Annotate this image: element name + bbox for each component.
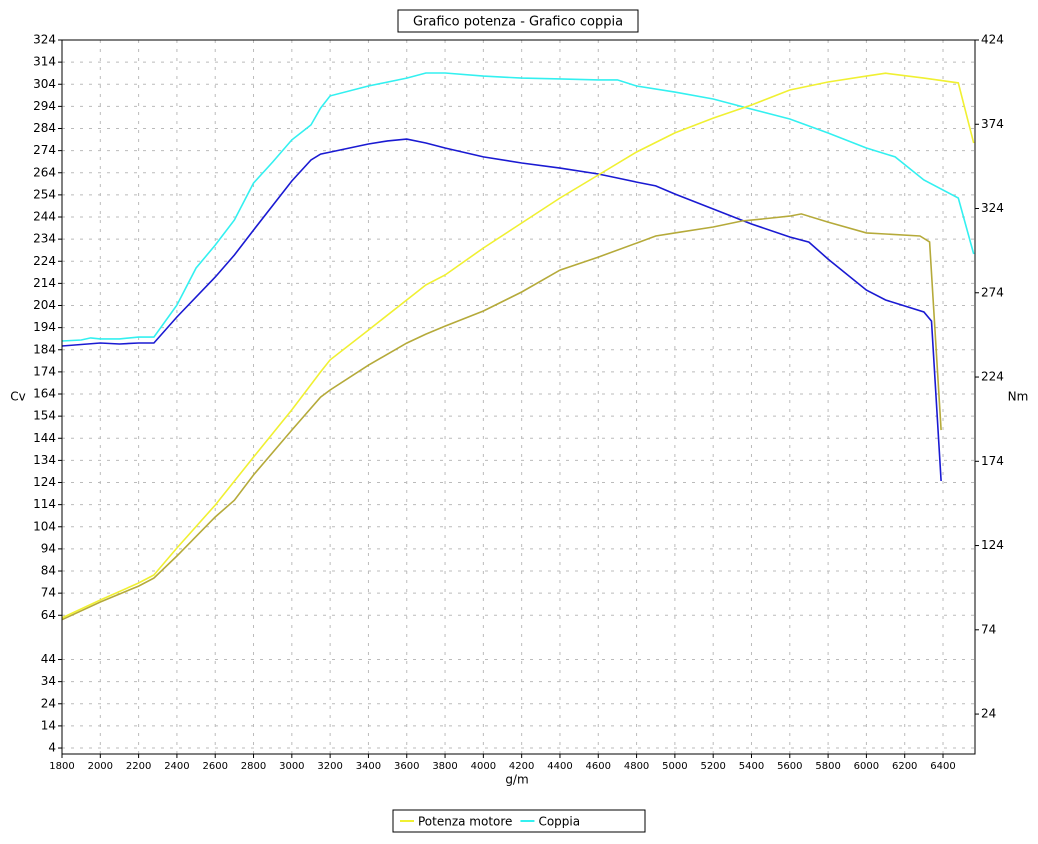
y-tick-label: 34	[41, 674, 56, 688]
x-tick-label: 2800	[241, 761, 266, 772]
y-tick-label: 164	[33, 387, 56, 401]
y-tick-label: 4	[48, 741, 56, 755]
y-tick-label: 14	[41, 718, 56, 732]
x-tick-label: 1800	[49, 761, 74, 772]
ticks: 1800 2000 2200 2400 2600 2800 3000 3200 3400 3600…	[33, 33, 1004, 773]
y-tick-label: 134	[33, 453, 56, 467]
y-tick-label: 214	[33, 276, 56, 290]
y-tick-label: 234	[33, 232, 56, 246]
x-tick-label: 4200	[509, 761, 534, 772]
chart-title: Grafico potenza - Grafico coppia	[413, 15, 623, 30]
x-tick-label: 3000	[279, 761, 304, 772]
y-tick-label: 244	[33, 210, 56, 224]
y2-tick-label: 374	[981, 117, 1004, 131]
y2-tick-label: 274	[981, 285, 1004, 299]
legend-label: Coppia	[538, 815, 580, 829]
y-tick-label: 264	[33, 165, 56, 179]
y-tick-label: 74	[41, 586, 56, 600]
series-group	[61, 72, 975, 621]
y2-tick-label: 124	[981, 538, 1004, 552]
y-tick-label: 124	[33, 475, 56, 489]
y2-axis-label: Nm	[1008, 390, 1029, 404]
x-tick-label: 5400	[739, 761, 764, 772]
plot-frame	[61, 39, 976, 755]
y2-tick-label: 174	[981, 454, 1004, 468]
y-tick-label: 224	[33, 254, 56, 268]
y-axis-label: Cv	[10, 390, 25, 404]
x-tick-label: 4000	[471, 761, 496, 772]
legend-label: Potenza motore	[418, 815, 512, 829]
x-tick-label: 2400	[164, 761, 189, 772]
x-tick-label: 6200	[892, 761, 917, 772]
x-tick-label: 5600	[777, 761, 802, 772]
x-tick-label: 3600	[394, 761, 419, 772]
x-tick-label: 5800	[815, 761, 840, 772]
x-tick-label: 3800	[432, 761, 457, 772]
y-tick-label: 324	[33, 33, 56, 47]
y2-tick-label: 324	[981, 201, 1004, 215]
y-tick-label: 44	[41, 652, 56, 666]
y2-tick-label: 24	[981, 707, 996, 721]
series-line	[61, 213, 942, 621]
x-tick-label: 2200	[126, 761, 151, 772]
x-tick-label: 6400	[930, 761, 955, 772]
title-box	[397, 9, 639, 33]
series-line	[61, 138, 942, 482]
x-tick-label: 6000	[854, 761, 879, 772]
y-tick-label: 114	[33, 497, 56, 511]
x-tick-label: 2600	[202, 761, 227, 772]
y-tick-label: 154	[33, 409, 56, 423]
x-tick-label: 3400	[356, 761, 381, 772]
x-axis-label: g/m	[505, 773, 528, 787]
x-tick-label: 5000	[662, 761, 687, 772]
y-tick-label: 274	[33, 143, 56, 157]
x-tick-label: 5200	[700, 761, 725, 772]
y2-tick-label: 74	[981, 622, 996, 636]
y-tick-label: 24	[41, 696, 56, 710]
y-tick-label: 184	[33, 342, 56, 356]
series-line	[61, 72, 975, 342]
legend: Potenza motore Coppia	[400, 815, 580, 829]
y-tick-label: 104	[33, 519, 56, 533]
y-tick-label: 94	[41, 541, 56, 555]
x-tick-label: 4400	[547, 761, 572, 772]
y2-tick-label: 424	[981, 33, 1004, 47]
x-tick-label: 3200	[317, 761, 342, 772]
grid	[61, 39, 975, 754]
y-tick-label: 144	[33, 431, 56, 445]
y-tick-label: 174	[33, 364, 56, 378]
y-tick-label: 254	[33, 187, 56, 201]
y-tick-label: 84	[41, 564, 56, 578]
y-tick-label: 304	[33, 77, 56, 91]
y-tick-label: 194	[33, 320, 56, 334]
y-tick-label: 64	[41, 608, 56, 622]
y-tick-label: 294	[33, 99, 56, 113]
y-tick-label: 284	[33, 121, 56, 135]
y-tick-label: 204	[33, 298, 56, 312]
legend-box	[392, 809, 646, 833]
y-tick-label: 314	[33, 55, 56, 69]
x-tick-label: 4600	[586, 761, 611, 772]
x-tick-label: 4800	[624, 761, 649, 772]
x-tick-label: 2000	[88, 761, 113, 772]
series-line	[61, 72, 975, 619]
y2-tick-label: 224	[981, 370, 1004, 384]
